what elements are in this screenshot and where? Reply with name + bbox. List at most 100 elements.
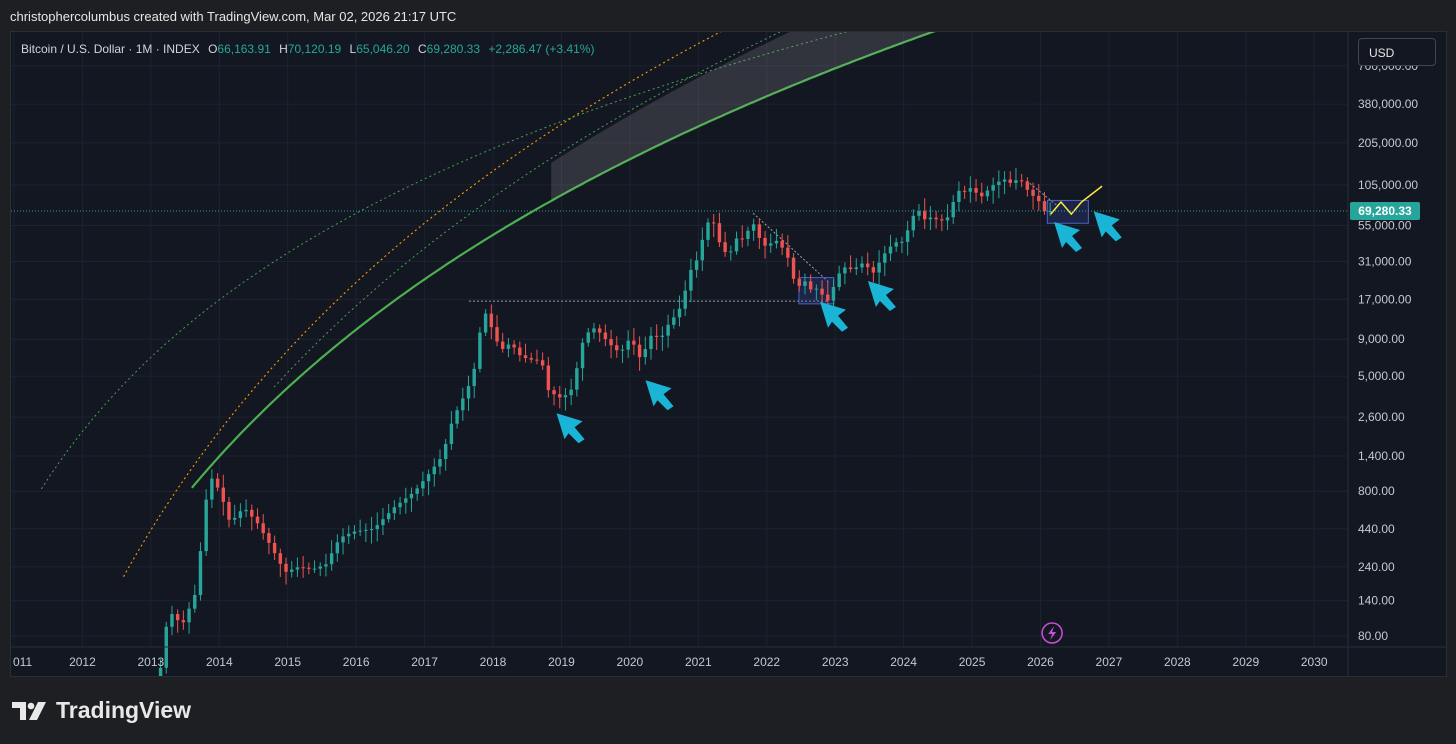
candle-body	[158, 667, 163, 676]
candle-body	[751, 224, 756, 231]
candle-body	[843, 267, 847, 274]
candle-body	[940, 219, 944, 221]
candle-body	[991, 185, 995, 191]
current-downtrend-line	[1026, 180, 1058, 207]
candle-body	[649, 335, 653, 350]
y-tick-label: 17,000.00	[1358, 292, 1412, 306]
candle-body	[426, 474, 431, 482]
candle-body	[215, 478, 220, 488]
grid-lines	[11, 32, 1348, 647]
candle-body	[335, 542, 340, 554]
tradingview-brand[interactable]: TradingView	[12, 697, 191, 724]
candle-body	[301, 567, 305, 569]
candle-body	[860, 263, 864, 268]
forecast-line	[1050, 185, 1103, 216]
candle-body	[221, 487, 225, 502]
candle-body	[575, 368, 579, 390]
candle-body	[780, 240, 784, 248]
x-tick-label: 2015	[274, 655, 301, 669]
price-axis: 700,000.00380,000.00205,000.00105,000.00…	[1347, 32, 1418, 676]
symbol-legend: Bitcoin / U.S. Dollar · 1M · INDEX O66,1…	[21, 42, 594, 56]
y-tick-label: 440.00	[1358, 522, 1395, 536]
x-tick-label: 2017	[411, 655, 438, 669]
cycle-downtrend-line	[752, 212, 831, 284]
candle-body	[717, 223, 722, 243]
x-tick-label: 011	[13, 655, 32, 669]
candle-body	[398, 502, 402, 508]
candle-body	[945, 217, 950, 221]
candle-body	[529, 358, 533, 360]
y-tick-label: 1,400.00	[1358, 449, 1405, 463]
x-tick-label: 2014	[206, 655, 233, 669]
last-price-label: 69,280.33	[1358, 204, 1412, 218]
price-chart[interactable]: 700,000.00380,000.00205,000.00105,000.00…	[11, 32, 1447, 677]
candle-body	[546, 365, 551, 391]
candle-body	[615, 345, 619, 351]
support-curve	[191, 32, 936, 489]
currency-selector[interactable]: USD	[1358, 38, 1436, 66]
candle-body	[666, 324, 670, 336]
x-tick-label: 2028	[1164, 655, 1191, 669]
candle-body	[769, 243, 773, 246]
x-tick-label: 2025	[959, 655, 986, 669]
candle-body	[917, 211, 921, 216]
candle-body	[1019, 180, 1024, 182]
candle-body	[626, 340, 630, 350]
candle-body	[797, 278, 801, 286]
candle-body	[734, 238, 739, 252]
candle-body	[415, 488, 419, 494]
low-value: 65,046.20	[356, 42, 410, 56]
candle-body	[495, 327, 499, 342]
candle-body	[540, 360, 545, 366]
candle-body	[1037, 195, 1041, 202]
candle-body	[962, 190, 967, 192]
candle-body	[826, 294, 830, 301]
x-tick-label: 2026	[1027, 655, 1054, 669]
candle-body	[643, 349, 647, 358]
candle-body	[1048, 211, 1052, 213]
x-tick-label: 2013	[138, 655, 165, 669]
candle-body	[329, 553, 334, 565]
symbol-name[interactable]: Bitcoin / U.S. Dollar · 1M · INDEX	[21, 42, 200, 56]
x-tick-label: 2021	[685, 655, 712, 669]
arrow-2022	[820, 301, 849, 332]
support-channel	[551, 32, 933, 201]
candle-body	[369, 529, 374, 531]
y-tick-label: 240.00	[1358, 560, 1395, 574]
close-label: C	[417, 42, 427, 56]
candle-body	[170, 614, 174, 627]
candle-body	[261, 523, 265, 534]
candle-body	[472, 368, 476, 387]
y-tick-label: 55,000.00	[1358, 219, 1412, 233]
x-tick-label: 2024	[890, 655, 917, 669]
mid-band-curve	[123, 32, 722, 577]
candle-body	[894, 242, 898, 247]
candle-body	[689, 269, 693, 291]
candle-body	[883, 253, 887, 263]
candle-body	[432, 466, 436, 475]
candle-body	[997, 181, 1001, 186]
candle-body	[204, 499, 208, 552]
candle-body	[677, 308, 682, 318]
candle-body	[814, 288, 819, 290]
arrow-2023	[867, 281, 896, 312]
last-price-badge	[1350, 202, 1420, 221]
drawings	[469, 180, 1089, 305]
chart-frame[interactable]: 700,000.00380,000.00205,000.00105,000.00…	[10, 31, 1447, 677]
candle-body	[877, 262, 881, 273]
candle-body	[295, 567, 300, 570]
candle-body	[654, 335, 659, 337]
low-label: L	[349, 42, 357, 56]
log-regression-bands	[41, 32, 936, 577]
close-value: 69,280.33	[426, 42, 481, 56]
candle-body	[848, 267, 853, 270]
y-tick-label: 140.00	[1358, 594, 1395, 608]
y-tick-label: 205,000.00	[1358, 136, 1418, 150]
support-channel-fill	[551, 32, 933, 201]
candle-body	[723, 242, 727, 252]
lightning-icon	[1041, 622, 1063, 644]
brand-name: TradingView	[56, 697, 192, 723]
candle-body	[478, 332, 482, 369]
candle-body	[791, 257, 796, 279]
candle-body	[974, 188, 978, 193]
